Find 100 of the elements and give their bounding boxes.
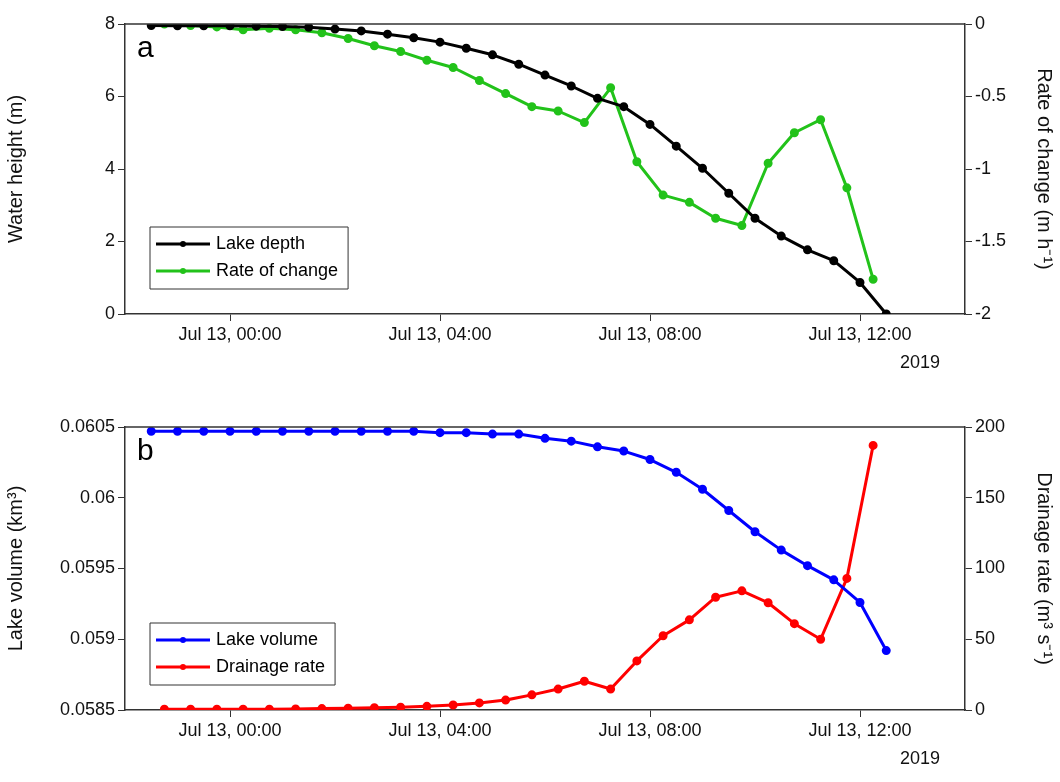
point <box>632 157 642 167</box>
point <box>225 24 235 31</box>
point <box>737 221 747 231</box>
legend-label: Rate of change <box>216 259 339 280</box>
point <box>409 33 419 43</box>
point <box>514 59 524 69</box>
chart-title: a <box>137 30 154 64</box>
point <box>396 47 406 57</box>
point <box>711 213 721 223</box>
y2-axis-title: Drainage rate (m³ s⁻¹) <box>1034 472 1057 665</box>
x-tick-label: Jul 13, 08:00 <box>598 719 702 740</box>
y2-tick-label: 0 <box>975 12 986 33</box>
point <box>684 197 694 207</box>
point <box>383 427 392 436</box>
point <box>606 684 616 694</box>
y-tick-label: 0.0585 <box>59 698 115 719</box>
y-tick-label: 0 <box>104 302 115 323</box>
point <box>474 698 484 708</box>
y2-tick-label: -1 <box>975 157 992 178</box>
point <box>514 429 524 439</box>
point <box>789 128 799 138</box>
point <box>435 37 445 47</box>
point <box>278 427 287 436</box>
point <box>527 690 537 700</box>
point <box>632 656 642 666</box>
point <box>199 427 209 436</box>
point <box>317 28 327 38</box>
point <box>409 427 419 436</box>
point <box>383 29 392 39</box>
y-tick-label: 0.0595 <box>59 557 115 578</box>
point <box>396 702 406 710</box>
point <box>369 703 379 710</box>
point <box>278 24 287 32</box>
point <box>540 70 550 80</box>
point <box>566 81 576 91</box>
point <box>816 634 826 644</box>
point <box>737 586 747 596</box>
point <box>488 429 497 439</box>
point <box>763 158 773 168</box>
legend-label: Lake volume <box>216 628 319 649</box>
x-tick-label: Jul 13, 08:00 <box>598 323 702 344</box>
point <box>593 442 602 452</box>
point <box>645 119 655 129</box>
point <box>501 89 511 99</box>
point <box>698 484 707 494</box>
x-tick-label: Jul 13, 04:00 <box>388 323 492 344</box>
point <box>619 102 629 112</box>
point <box>658 631 668 641</box>
point <box>251 24 261 31</box>
y-tick-label: 6 <box>104 85 115 106</box>
point <box>829 575 839 585</box>
point <box>540 433 550 443</box>
point <box>684 615 694 625</box>
point <box>356 427 366 436</box>
point <box>789 619 799 629</box>
y2-tick-label: 150 <box>975 486 1006 507</box>
point <box>881 646 891 656</box>
point <box>369 41 379 51</box>
y2-tick-label: -0.5 <box>975 85 1007 106</box>
y-axis-title: Water height (m) <box>3 94 26 244</box>
point <box>461 43 471 53</box>
point <box>868 440 878 450</box>
point <box>776 231 786 241</box>
point <box>422 55 432 65</box>
y-tick-label: 0.0605 <box>59 415 115 436</box>
y-tick-label: 4 <box>104 157 115 178</box>
point <box>606 83 616 93</box>
point <box>658 190 668 200</box>
point <box>146 427 156 436</box>
point <box>251 427 261 436</box>
point <box>225 427 235 436</box>
x-tick-label: Jul 13, 04:00 <box>388 719 492 740</box>
point <box>593 93 602 103</box>
point <box>435 428 445 438</box>
point <box>356 26 366 36</box>
y2-tick-label: 0 <box>975 698 986 719</box>
legend-label: Lake depth <box>216 232 306 253</box>
point <box>829 256 839 266</box>
legend-label: Drainage rate <box>216 655 326 676</box>
point <box>698 163 707 173</box>
y-tick-label: 2 <box>104 230 115 251</box>
point <box>724 188 734 198</box>
point <box>816 115 826 125</box>
y-tick-label: 0.06 <box>79 486 115 507</box>
chart-title: b <box>137 433 154 467</box>
point <box>671 467 681 477</box>
y2-tick-label: -2 <box>975 302 992 323</box>
point <box>763 598 773 608</box>
point <box>173 24 182 31</box>
point <box>553 684 563 694</box>
point <box>619 446 629 456</box>
point <box>422 701 432 710</box>
y-tick-label: 8 <box>104 12 115 33</box>
y2-tick-label: 200 <box>975 415 1006 436</box>
point <box>750 527 760 537</box>
point <box>330 427 340 436</box>
point <box>304 427 314 436</box>
y2-tick-label: -1.5 <box>975 230 1007 251</box>
point <box>566 436 576 446</box>
x-tick-label: Jul 13, 12:00 <box>808 719 912 740</box>
